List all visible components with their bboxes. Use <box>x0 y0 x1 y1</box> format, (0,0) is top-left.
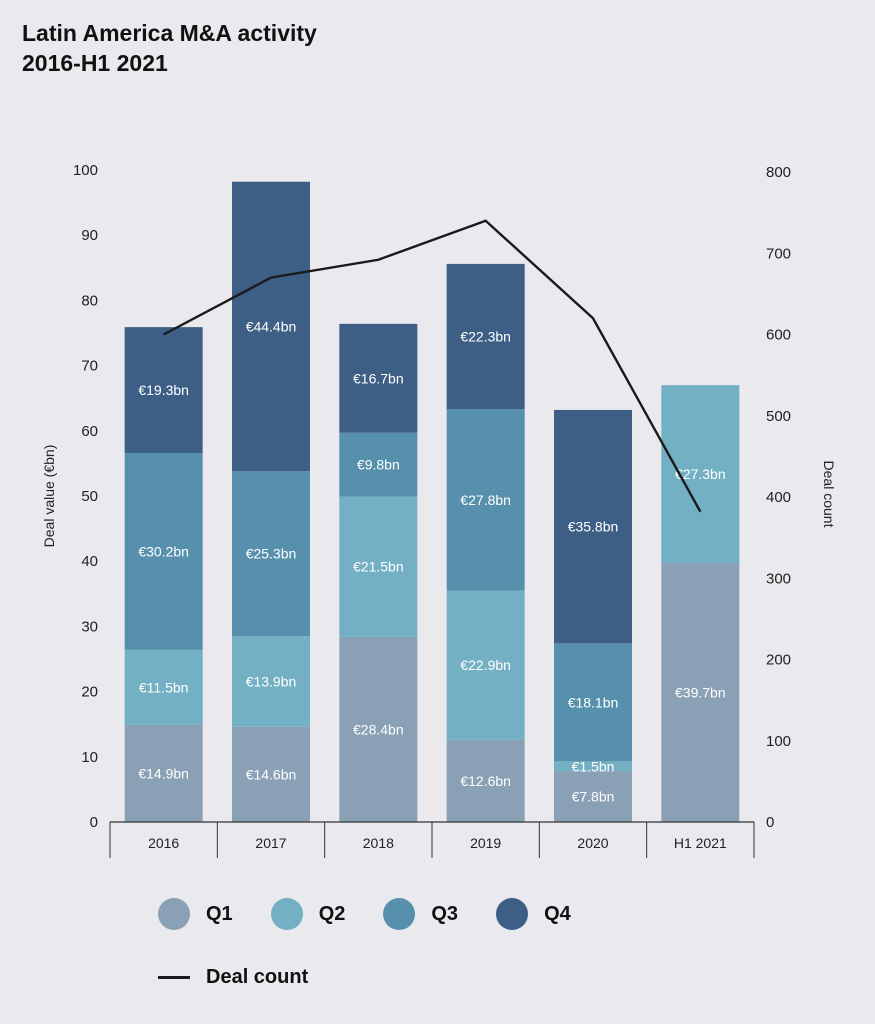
y2-tick-label: 800 <box>766 164 791 181</box>
legend-swatch-q3 <box>383 898 416 930</box>
legend-label-deal-count: Deal count <box>206 966 309 988</box>
y-tick-label: 50 <box>81 488 98 505</box>
y2-tick-label: 500 <box>766 408 791 425</box>
bar-data-label: €27.3bn <box>675 466 726 482</box>
bar-data-label: €19.3bn <box>138 382 189 398</box>
y-tick-label: 0 <box>90 814 98 831</box>
bar-segment <box>554 409 632 644</box>
y2-tick-label: 100 <box>766 733 791 750</box>
legend-swatch-q4 <box>496 898 529 930</box>
y2-tick-label: 700 <box>766 245 791 262</box>
bar-data-label: €1.5bn <box>572 758 615 774</box>
bar-segment <box>554 761 632 772</box>
y2-tick-label: 400 <box>766 489 791 506</box>
bar-segment <box>339 323 418 433</box>
x-tick-label: 2019 <box>470 835 501 851</box>
y-axis-title: Deal value (€bn) <box>41 445 57 548</box>
y2-axis-title: Deal count <box>821 461 837 528</box>
y-tick-label: 30 <box>81 618 98 635</box>
bar-data-label: €35.8bn <box>568 519 619 535</box>
bar-segment <box>232 181 310 472</box>
y2-tick-label: 300 <box>766 570 791 587</box>
y-tick-label: 70 <box>81 358 98 375</box>
bar-data-label: €12.6bn <box>460 773 511 789</box>
bar-segment <box>339 636 418 822</box>
legend-item-q2: Q2 <box>270 898 346 930</box>
bar-segment <box>554 771 632 822</box>
y-tick-label: 80 <box>81 292 98 309</box>
bar-data-label: €22.3bn <box>460 329 511 345</box>
legend-quarters: Q1 Q2 Q3 Q4 <box>158 898 609 930</box>
bar-segment <box>446 590 525 740</box>
x-tick-label: H1 2021 <box>674 835 727 851</box>
bar-data-label: €7.8bn <box>572 789 615 805</box>
legend-label-q1: Q1 <box>206 902 233 925</box>
bar-data-label: €27.8bn <box>460 492 511 508</box>
bar-data-label: €11.5bn <box>139 679 189 695</box>
legend-label-q3: Q3 <box>431 902 459 925</box>
y-tick-label: 100 <box>73 162 98 179</box>
deal-count-line <box>163 219 702 513</box>
bar-segment <box>661 385 740 564</box>
bar-data-label: €9.8bn <box>357 457 400 473</box>
y2-tick-label: 600 <box>766 327 791 344</box>
bar-segment <box>446 409 525 591</box>
bar-data-label: €21.5bn <box>353 559 404 575</box>
chart-legend: Q1 Q2 Q3 Q4 Deal count <box>158 898 609 989</box>
chart-title: Latin America M&A activity 2016-H1 2021 <box>22 18 317 78</box>
bar-segment <box>124 327 203 453</box>
bar-data-label: €18.1bn <box>568 694 619 710</box>
bar-segment <box>124 452 203 650</box>
legend-item-q3: Q3 <box>383 898 458 930</box>
legend-label-q2: Q2 <box>318 902 346 925</box>
bar-data-label: €30.2bn <box>138 543 189 559</box>
bar-segment <box>232 471 310 637</box>
bar-segment <box>339 432 418 497</box>
legend-item-q4: Q4 <box>496 898 571 930</box>
y-tick-label: 90 <box>81 227 98 244</box>
x-tick-label: 2016 <box>148 835 179 851</box>
bar-segment <box>124 649 203 725</box>
chart-title-line1: Latin America M&A activity <box>22 20 317 46</box>
bar-segment <box>339 496 418 637</box>
bar-segment <box>661 563 740 822</box>
bar-segment <box>232 636 310 727</box>
bar-data-label: €14.9bn <box>138 765 189 781</box>
bar-data-label: €13.9bn <box>246 673 297 689</box>
chart-title-line2: 2016-H1 2021 <box>22 50 168 76</box>
legend-swatch-q2 <box>270 898 303 930</box>
bar-data-label: €28.4bn <box>353 721 404 737</box>
y-tick-label: 40 <box>81 553 98 570</box>
y-tick-label: 20 <box>81 684 98 701</box>
bar-data-label: €25.3bn <box>246 546 297 562</box>
y2-tick-label: 200 <box>766 652 791 669</box>
legend-item-q1: Q1 <box>158 898 233 930</box>
bar-segment <box>124 724 203 822</box>
bar-data-label: €16.7bn <box>353 370 404 386</box>
x-tick-label: 2020 <box>577 835 608 851</box>
bar-segment <box>554 643 632 762</box>
bar-segment <box>446 263 525 410</box>
bar-segment <box>446 739 525 822</box>
bar-data-label: €22.9bn <box>460 657 511 673</box>
legend-swatch-q1 <box>158 898 190 930</box>
y2-tick-label: 0 <box>766 814 774 831</box>
x-tick-label: 2018 <box>363 835 394 851</box>
bar-data-label: €39.7bn <box>675 685 726 701</box>
legend-line-deal-count <box>158 976 190 979</box>
legend-label-q4: Q4 <box>544 902 571 925</box>
bar-data-label: €14.6bn <box>246 766 297 782</box>
bar-segment <box>232 726 310 822</box>
legend-item-deal-count: Deal count <box>158 966 609 989</box>
bar-data-label: €44.4bn <box>246 318 297 334</box>
x-tick-label: 2017 <box>255 835 286 851</box>
y-tick-label: 60 <box>81 423 98 440</box>
y-tick-label: 10 <box>81 749 98 766</box>
